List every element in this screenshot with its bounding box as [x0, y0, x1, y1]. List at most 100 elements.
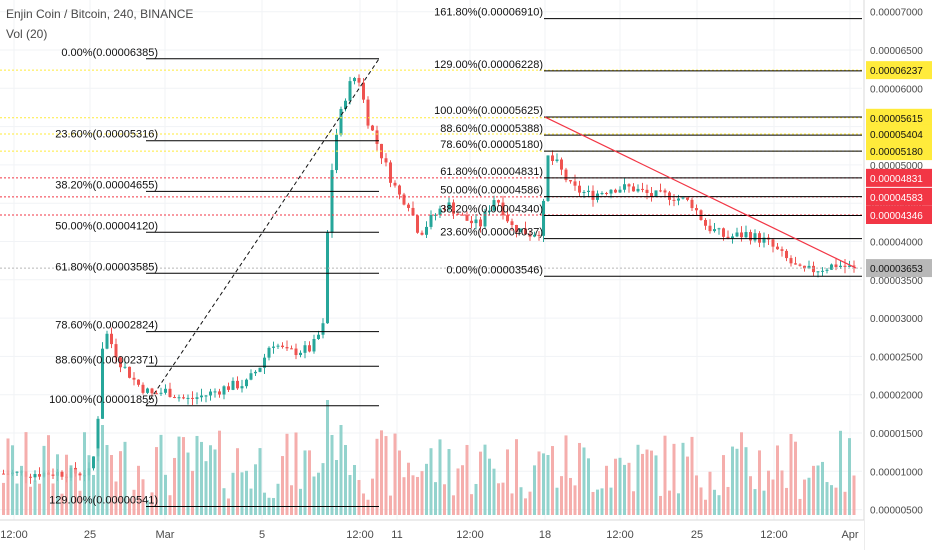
- price-axis-tick: 0.00001000: [870, 467, 923, 478]
- candle-body: [465, 215, 469, 221]
- candle-body: [317, 334, 320, 340]
- volume-bar: [762, 490, 766, 515]
- candle-body: [177, 397, 181, 399]
- candle-body: [632, 186, 635, 192]
- fib-left-level-label: 78.60%(0.00002824): [55, 320, 158, 332]
- candle-body: [519, 228, 523, 233]
- volume-bar: [416, 476, 419, 515]
- volume-bar: [717, 495, 721, 515]
- candle-body: [245, 379, 248, 387]
- candle-body: [654, 190, 658, 197]
- candle-body: [798, 264, 802, 266]
- candle-body: [384, 158, 388, 163]
- volume-bar: [11, 445, 14, 515]
- candle-body: [281, 345, 284, 348]
- fib-left-level-label: 0.00%(0.00006385): [61, 47, 158, 59]
- volume-bar: [641, 453, 644, 515]
- time-axis-tick: Apr: [841, 529, 858, 541]
- time-axis-tick: 25: [84, 529, 96, 541]
- candle-body: [681, 197, 685, 199]
- candle-body: [555, 159, 559, 162]
- volume-bar: [555, 487, 559, 515]
- time-axis-tick: 18: [539, 529, 551, 541]
- volume-bar: [78, 490, 82, 515]
- volume-bar: [443, 484, 446, 515]
- fib-left-level-label: 88.60%(0.00002371): [55, 354, 158, 366]
- volume-bar: [105, 445, 109, 515]
- volume-bar: [411, 475, 415, 515]
- candle-body: [362, 82, 365, 100]
- volume-bar: [47, 435, 50, 515]
- trendline: [544, 116, 857, 269]
- volume-bar: [114, 481, 118, 515]
- volume-bar: [209, 445, 212, 515]
- volume-bar: [627, 462, 631, 515]
- price-badge: [866, 108, 932, 127]
- candle-body: [609, 189, 613, 194]
- volume-bar: [753, 489, 757, 515]
- candle-body: [29, 476, 32, 478]
- price-axis-tick: 0.00006500: [870, 46, 923, 57]
- volume-bar: [596, 489, 599, 515]
- candle-body: [51, 474, 55, 476]
- volume-bar: [695, 475, 698, 515]
- volume-bar: [276, 483, 280, 515]
- candle-body: [353, 77, 356, 82]
- time-axis-tick: 12:00: [760, 529, 788, 541]
- candle-body: [96, 418, 100, 457]
- candle-body: [852, 265, 856, 267]
- volume-bar: [218, 430, 221, 515]
- candle-body: [114, 344, 118, 358]
- candle-body: [407, 204, 410, 208]
- candle-body: [564, 169, 568, 181]
- volume-bar: [101, 425, 104, 515]
- price-badge: [866, 187, 932, 206]
- volume-bar: [447, 449, 451, 515]
- volume-bar: [6, 438, 10, 515]
- candle-body: [33, 474, 37, 478]
- volume-bar: [119, 451, 122, 515]
- volume-bar: [492, 468, 496, 515]
- candle-body: [776, 246, 779, 250]
- candle-body: [708, 225, 712, 232]
- candle-body: [510, 221, 514, 225]
- volume-bar: [767, 470, 770, 515]
- price-badge-label: 0.00004831: [870, 174, 923, 185]
- volume-bar: [285, 433, 289, 515]
- candle-body: [524, 228, 527, 235]
- candle-body: [258, 367, 262, 372]
- volume-bar: [29, 486, 32, 515]
- candle-body: [551, 155, 554, 162]
- candle-body: [735, 232, 739, 237]
- fib-left-level-label: 129.00%(0.00000541): [49, 494, 158, 506]
- volume-indicator-label: Vol (20): [6, 27, 48, 41]
- fib-left-level-label: 50.00%(0.00004120): [55, 220, 158, 232]
- volume-bar: [438, 439, 442, 515]
- candle-body: [285, 347, 289, 349]
- volume-bar: [668, 490, 671, 515]
- volume-bar: [578, 442, 581, 515]
- candle-body: [123, 366, 127, 368]
- volume-bar: [123, 441, 127, 515]
- candle-body: [132, 377, 136, 380]
- volume-bar: [92, 474, 95, 515]
- volume-bar: [371, 478, 374, 515]
- candle-body: [78, 473, 82, 476]
- candle-body: [173, 397, 176, 399]
- candle-body: [771, 239, 775, 247]
- volume-bar: [348, 475, 352, 515]
- volume-bar: [393, 433, 397, 515]
- volume-bar: [38, 483, 41, 515]
- volume-bar: [137, 465, 140, 515]
- fib-right-level-label: 129.00%(0.00006228): [434, 59, 543, 71]
- volume-bar: [848, 438, 851, 515]
- candle-body: [803, 265, 806, 269]
- volume-bar: [497, 483, 500, 515]
- candle-body: [456, 213, 460, 215]
- volume-bar: [825, 482, 829, 515]
- fib-right-level-label: 23.60%(0.00004037): [440, 227, 543, 239]
- candle-body: [578, 185, 581, 193]
- volume-bar: [213, 449, 217, 515]
- candle-body: [600, 193, 604, 195]
